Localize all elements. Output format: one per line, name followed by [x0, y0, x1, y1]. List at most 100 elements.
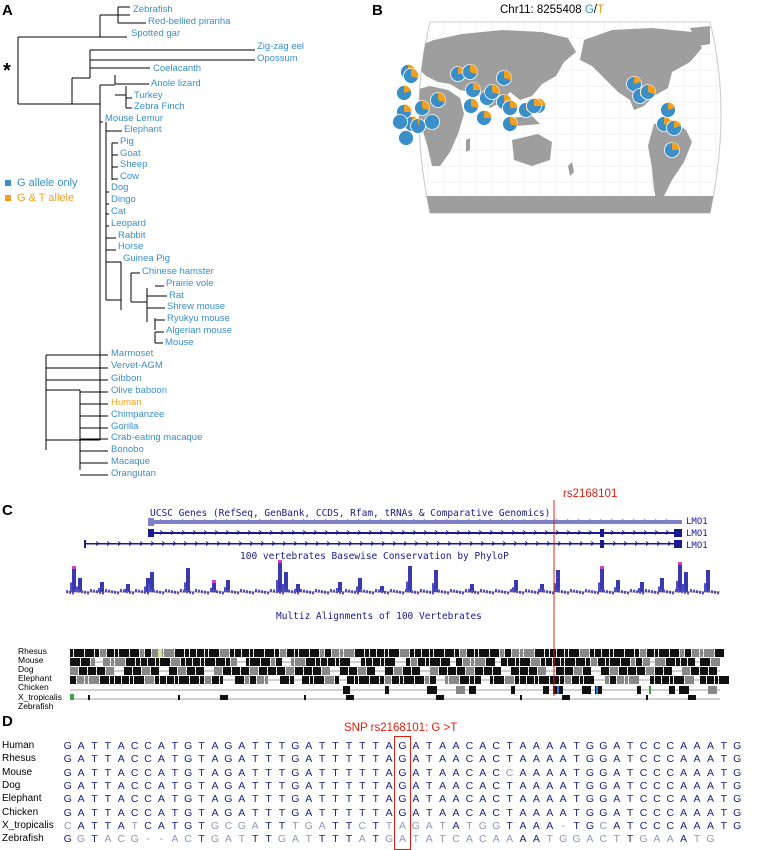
legend-g-only-text: G allele only	[17, 177, 78, 189]
multiz-species-elephant: Elephant	[18, 673, 52, 684]
seq-species-chicken: Chicken	[2, 806, 39, 818]
pie-marker-19	[502, 100, 518, 116]
multiz-species-x-tropicalis: X_tropicalis	[18, 691, 62, 702]
tree-species-zebra-finch: Zebra Finch	[134, 101, 185, 112]
tree-species-horse: Horse	[118, 241, 144, 252]
tree-species-mouse: Mouse	[165, 337, 194, 348]
pie-marker-29	[666, 120, 682, 136]
tree-species-pig: Pig	[120, 136, 134, 147]
legend-g-t: G & T allele	[5, 192, 74, 204]
genes-track-title: UCSC Genes (RefSeq, GenBank, CCDS, Rfam,…	[150, 508, 551, 519]
land-eurasia	[419, 30, 576, 108]
multiz-species-rhesus: Rhesus	[18, 646, 47, 656]
seq-species-rhesus: Rhesus	[2, 753, 36, 765]
map-allele-t: T	[597, 4, 605, 16]
multiz-species-dog: Dog	[18, 664, 34, 675]
pie-marker-6	[398, 130, 414, 146]
tree-species-orangutan: Orangutan	[111, 468, 156, 479]
pie-marker-21	[496, 70, 512, 86]
multiz-species-zebrafish: Zebrafish	[18, 700, 54, 711]
tree-species-anole-lizard: Anole lizard	[151, 78, 201, 89]
pie-marker-24	[526, 98, 542, 114]
tree-species-shrew-mouse: Shrew mouse	[167, 301, 226, 312]
tree-species-zig-zag-eel: Zig-zag eel	[257, 41, 304, 52]
tree-species-red-bellied-piranha: Red-bellied piranha	[148, 16, 231, 27]
multiz-species-chicken: Chicken	[18, 682, 49, 693]
pie-marker-17	[484, 84, 500, 100]
pie-marker-13	[465, 82, 481, 98]
legend-square-g	[5, 180, 11, 187]
tree-species-olive-baboon: Olive baboon	[111, 385, 167, 396]
tree-species-coelacanth: Coelacanth	[153, 63, 202, 74]
tree-species-prairie-vole: Prairie vole	[166, 278, 214, 289]
tree-lines	[17, 6, 255, 476]
multiz-species-mouse: Mouse	[18, 655, 44, 666]
land-nz	[568, 162, 574, 176]
genome-browser-panel: UCSC Genes (RefSeq, GenBank, CCDS, Rfam,…	[0, 488, 768, 710]
seq-species-x-tropicalis: X_tropicalis	[2, 819, 54, 831]
map-allele-g: G	[584, 4, 594, 16]
seq-species-mouse: Mouse	[2, 766, 33, 778]
phylogenetic-tree-panel: * Zebrafish Red-bellied piranha Spotted ga…	[0, 0, 370, 500]
map-title: Chr11: 8255408 G/T	[500, 4, 604, 16]
tree-species-macaque: Macaque	[111, 456, 151, 467]
land-masses	[419, 26, 721, 213]
tree-species-ryukyu-mouse: Ryukyu mouse	[167, 313, 230, 324]
sequence-alignment-panel: SNP rs2168101: G >T Human G A T T A C C A T G T A G A T…	[0, 700, 768, 850]
snp-marker-label: rs2168101	[563, 488, 618, 500]
pie-marker-10	[430, 92, 446, 108]
tree-species-rat: Rat	[169, 290, 184, 301]
land-north-america	[580, 28, 702, 110]
tree-species-elephant: Elephant	[124, 124, 162, 135]
snp-title: SNP rs2168101: G >T	[344, 722, 458, 734]
pie-marker-27	[640, 84, 656, 100]
panel-label-c: C	[2, 502, 13, 519]
seq-species-dog: Dog	[2, 779, 21, 791]
panel-label-b: B	[372, 2, 383, 19]
tree-species-mouse-lemur: Mouse Lemur	[105, 113, 164, 124]
pie-marker-12	[462, 64, 478, 80]
pie-marker-5	[414, 100, 430, 116]
pie-marker-14	[463, 98, 479, 114]
tree-species-human: Human	[111, 397, 142, 408]
legend-square-gt	[5, 195, 11, 202]
tree-species-chinese-hamster: Chinese hamster	[142, 266, 214, 277]
pie-marker-1	[403, 68, 419, 84]
gene-label-1: LMO1	[686, 517, 708, 527]
map-allele-sep: /	[593, 4, 597, 16]
seq-species-human: Human	[2, 740, 35, 751]
tree-species-gorilla: Gorilla	[111, 421, 139, 432]
seq-species-zebrafish: Zebrafish	[2, 833, 44, 845]
tree-species-sheep: Sheep	[120, 159, 148, 170]
tree-species-marmoset: Marmoset	[111, 348, 154, 359]
tree-species-opossum: Opossum	[257, 53, 298, 64]
tree-species-leopard: Leopard	[111, 218, 146, 229]
land-greenland	[690, 26, 710, 46]
legend-g-only: G allele only	[5, 177, 78, 189]
phylop-track-title: 100 vertebrates Basewise Conservation by…	[240, 551, 509, 562]
panel-label-d: D	[2, 713, 13, 730]
pie-marker-9	[410, 118, 426, 134]
tree-species-vervet-agm: Vervet-AGM	[111, 360, 163, 371]
land-south-america	[648, 120, 692, 206]
pie-markers	[392, 64, 682, 158]
tree-species-goat: Goat	[120, 148, 141, 159]
tree-species-algerian-mouse: Algerian mouse	[166, 325, 233, 336]
world-map	[392, 21, 722, 214]
map-title-prefix: Chr11: 8255408	[500, 4, 582, 16]
pie-marker-16	[476, 110, 492, 126]
tree-species-dog: Dog	[111, 182, 129, 193]
gene-label-3: LMO1	[686, 541, 708, 551]
pie-marker-31	[660, 102, 676, 118]
tree-species-turkey: Turkey	[134, 90, 163, 101]
tree-species-guinea-pig: Guinea Pig	[123, 253, 171, 264]
browser-tracks	[66, 500, 729, 700]
land-antarctica	[419, 196, 721, 213]
world-map-panel: Chr11: 8255408 G/T	[372, 0, 768, 250]
